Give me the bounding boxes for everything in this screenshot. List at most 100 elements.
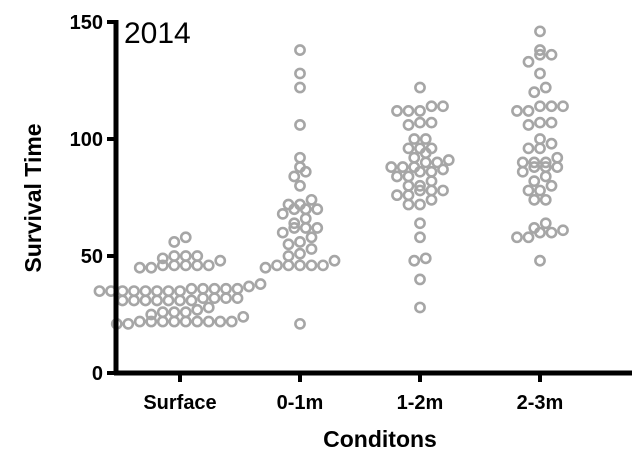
y-tick-label: 150 xyxy=(70,12,103,34)
data-point xyxy=(402,142,415,155)
data-point xyxy=(299,222,312,234)
data-point xyxy=(156,306,169,319)
data-point xyxy=(551,151,564,164)
data-point xyxy=(539,161,552,173)
data-point xyxy=(282,250,295,262)
data-point xyxy=(414,217,426,230)
x-tick-label: 2-3m xyxy=(517,392,564,414)
data-point xyxy=(122,317,135,330)
data-point xyxy=(288,222,301,234)
data-point xyxy=(299,212,312,225)
data-point xyxy=(437,163,449,176)
data-point xyxy=(528,156,541,169)
data-point xyxy=(534,48,546,61)
data-point xyxy=(511,231,523,244)
data-point xyxy=(294,317,306,330)
data-point xyxy=(259,261,272,274)
data-point xyxy=(414,105,426,117)
data-point xyxy=(419,252,432,265)
data-point xyxy=(402,179,415,192)
data-point xyxy=(534,254,546,267)
data-point xyxy=(545,100,558,113)
data-point xyxy=(168,236,181,248)
data-point xyxy=(174,285,186,297)
data-point xyxy=(528,175,541,188)
data-point xyxy=(528,222,541,234)
data-point xyxy=(179,315,192,328)
data-point xyxy=(425,100,438,113)
data-point xyxy=(185,294,198,307)
y-tick-label: 100 xyxy=(70,129,103,151)
data-point xyxy=(425,116,438,129)
data-point xyxy=(539,156,552,169)
data-point xyxy=(294,81,306,94)
data-point xyxy=(288,170,301,183)
data-point xyxy=(528,193,541,206)
data-point xyxy=(231,292,244,305)
y-tick-label: 50 xyxy=(81,246,103,268)
data-point xyxy=(116,285,129,297)
data-point xyxy=(128,294,140,307)
data-point xyxy=(539,170,552,183)
data-point xyxy=(414,81,426,94)
data-point xyxy=(402,189,415,202)
data-point xyxy=(294,198,306,211)
data-point xyxy=(414,198,426,211)
data-point xyxy=(208,292,221,305)
data-point xyxy=(139,294,152,307)
data-point xyxy=(294,236,306,248)
data-point xyxy=(185,282,198,295)
data-point xyxy=(545,137,558,150)
data-point xyxy=(425,193,438,206)
data-point xyxy=(534,184,546,197)
x-axis-title: Conditons xyxy=(323,426,437,452)
data-point xyxy=(511,105,523,117)
data-point xyxy=(145,261,158,274)
data-point xyxy=(197,282,209,295)
data-point xyxy=(557,100,569,113)
data-point xyxy=(276,226,289,239)
y-tick-label: 0 xyxy=(92,363,103,385)
data-point xyxy=(294,151,306,164)
data-point xyxy=(317,259,329,272)
data-point xyxy=(288,217,301,230)
data-point xyxy=(522,231,535,244)
x-tick-label: 0-1m xyxy=(277,392,324,414)
data-point xyxy=(145,315,158,328)
data-point xyxy=(179,259,192,272)
data-point xyxy=(311,222,324,234)
data-point xyxy=(516,156,529,169)
data-point xyxy=(391,105,403,117)
data-point xyxy=(414,301,426,314)
data-point xyxy=(402,198,415,211)
data-point xyxy=(425,184,438,197)
data-point xyxy=(539,193,552,206)
data-point xyxy=(311,203,324,216)
data-point xyxy=(539,217,552,230)
data-point xyxy=(179,250,192,262)
data-point xyxy=(437,100,449,113)
data-point xyxy=(214,315,227,328)
data-point xyxy=(414,179,426,192)
data-point xyxy=(294,247,306,260)
data-point xyxy=(431,156,444,169)
data-point xyxy=(276,207,289,220)
data-point xyxy=(116,294,129,307)
data-point xyxy=(522,105,535,117)
y-axis-title: Survival Time xyxy=(20,123,46,272)
data-point xyxy=(282,238,295,251)
data-point xyxy=(408,254,421,267)
data-point xyxy=(305,243,318,255)
data-point xyxy=(557,224,569,237)
data-point xyxy=(402,105,415,117)
data-point xyxy=(414,273,426,286)
data-point xyxy=(231,282,244,295)
data-point xyxy=(402,119,415,131)
data-point xyxy=(328,254,341,267)
data-point xyxy=(414,142,426,155)
data-point xyxy=(93,285,106,297)
data-point xyxy=(391,189,403,202)
data-point xyxy=(414,231,426,244)
data-point xyxy=(294,67,306,80)
data-point xyxy=(534,100,546,113)
